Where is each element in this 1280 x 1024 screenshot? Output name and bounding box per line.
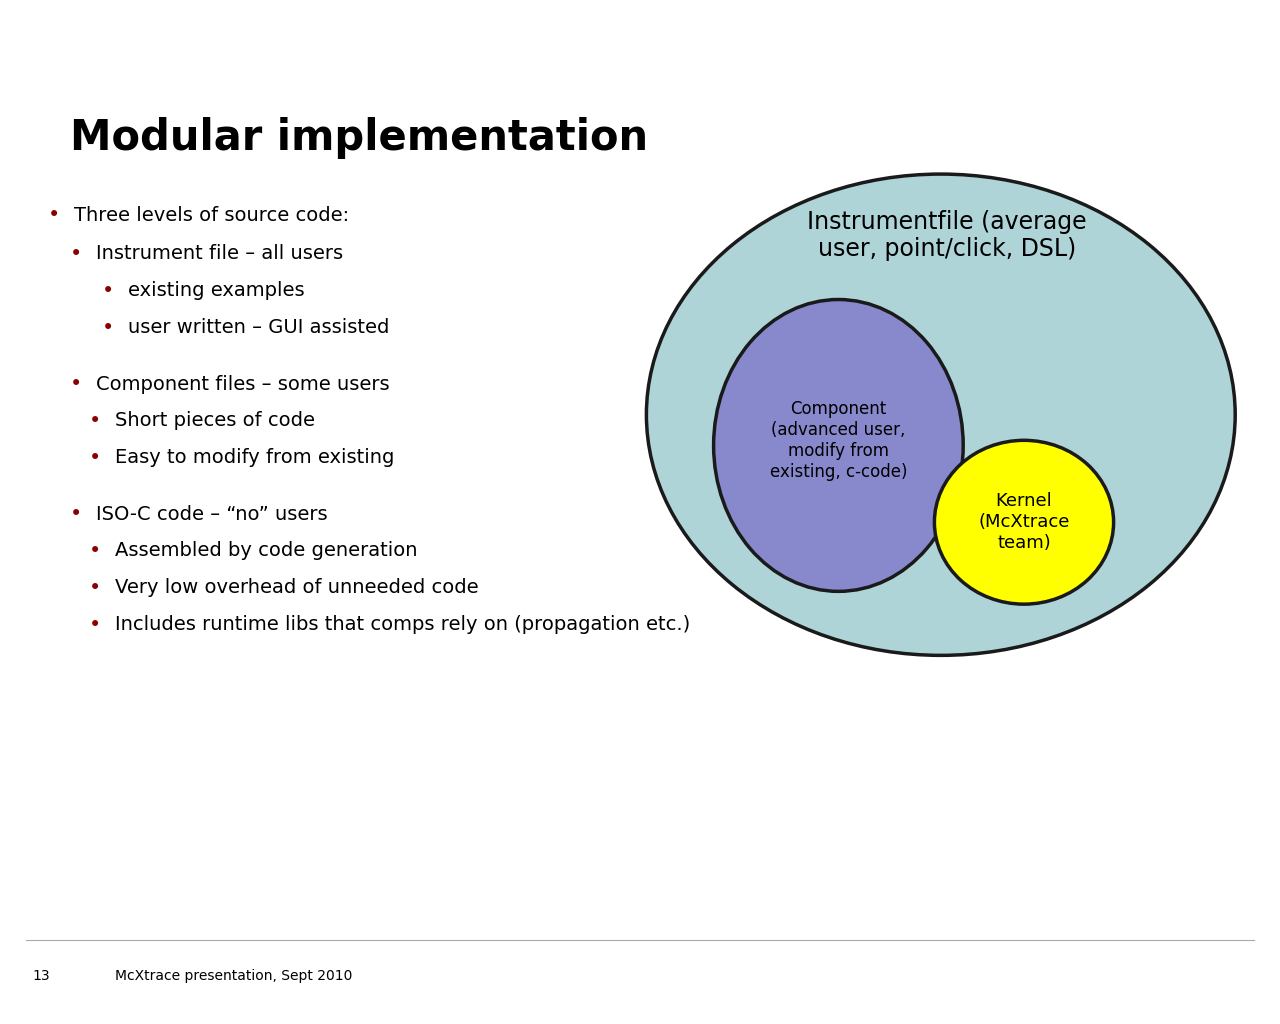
Text: •: • (88, 541, 101, 561)
Text: •: • (88, 411, 101, 431)
Text: McXtrace presentation, Sept 2010: McXtrace presentation, Sept 2010 (115, 969, 352, 983)
Text: •: • (101, 281, 114, 301)
Text: Easy to modify from existing: Easy to modify from existing (115, 449, 394, 467)
Ellipse shape (714, 299, 964, 592)
Text: •: • (69, 504, 82, 524)
Text: Short pieces of code: Short pieces of code (115, 412, 315, 430)
Ellipse shape (646, 174, 1235, 655)
Text: existing examples: existing examples (128, 282, 305, 300)
Text: user written – GUI assisted: user written – GUI assisted (128, 318, 389, 337)
Text: •: • (101, 317, 114, 338)
Text: Instrumentfile (average
user, point/click, DSL): Instrumentfile (average user, point/clic… (808, 210, 1087, 261)
Ellipse shape (934, 440, 1114, 604)
Text: Assembled by code generation: Assembled by code generation (115, 542, 417, 560)
Text: Modular implementation: Modular implementation (70, 117, 649, 159)
Text: Component
(advanced user,
modify from
existing, c-code): Component (advanced user, modify from ex… (769, 400, 908, 480)
Text: •: • (47, 205, 60, 225)
Text: •: • (88, 447, 101, 468)
Text: •: • (69, 244, 82, 264)
Text: 13: 13 (32, 969, 50, 983)
Text: •: • (69, 374, 82, 394)
Text: •: • (88, 578, 101, 598)
Text: Very low overhead of unneeded code: Very low overhead of unneeded code (115, 579, 479, 597)
Text: ISO-C code – “no” users: ISO-C code – “no” users (96, 505, 328, 523)
Text: Instrument file – all users: Instrument file – all users (96, 245, 343, 263)
Text: •: • (88, 614, 101, 635)
Text: Includes runtime libs that comps rely on (propagation etc.): Includes runtime libs that comps rely on… (115, 615, 690, 634)
Text: Component files – some users: Component files – some users (96, 375, 389, 393)
Text: Three levels of source code:: Three levels of source code: (74, 206, 349, 224)
Text: Kernel
(McXtrace
team): Kernel (McXtrace team) (978, 493, 1070, 552)
